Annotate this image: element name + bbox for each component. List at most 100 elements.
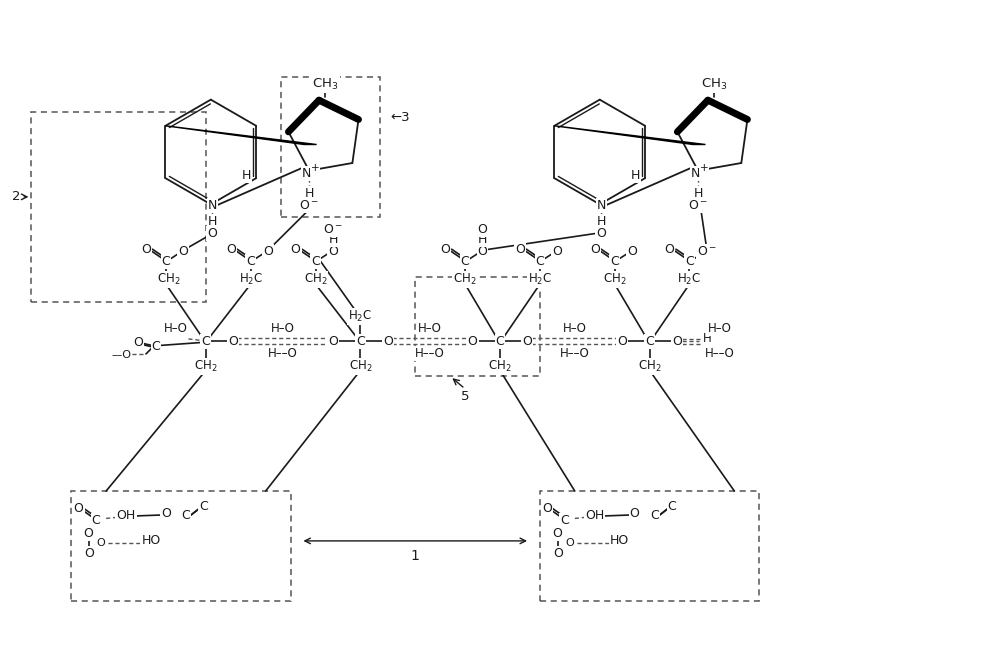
- Text: 2: 2: [12, 191, 21, 203]
- Text: O: O: [542, 502, 552, 515]
- Text: O: O: [161, 507, 171, 520]
- Text: O: O: [228, 335, 238, 348]
- Text: CH$_2$: CH$_2$: [194, 359, 218, 374]
- Polygon shape: [554, 126, 705, 144]
- Text: H––O: H––O: [415, 347, 445, 360]
- Text: O: O: [627, 246, 637, 258]
- Text: +: +: [700, 163, 708, 173]
- Text: HO: HO: [610, 534, 629, 547]
- Text: O: O: [74, 502, 84, 515]
- Text: C: C: [356, 335, 365, 348]
- Text: H–O: H–O: [563, 323, 587, 336]
- Text: O: O: [590, 243, 600, 256]
- Text: H: H: [304, 187, 314, 200]
- Text: HO: HO: [141, 534, 161, 547]
- Text: O: O: [565, 538, 574, 549]
- Text: H: H: [478, 232, 487, 246]
- Text: O: O: [515, 243, 525, 256]
- Text: H$_2$C: H$_2$C: [677, 272, 702, 287]
- Text: H: H: [703, 332, 711, 345]
- Text: OH: OH: [585, 509, 604, 522]
- Text: O: O: [596, 227, 606, 240]
- Text: C: C: [560, 515, 569, 528]
- Text: C: C: [92, 515, 100, 528]
- Text: C: C: [162, 255, 170, 268]
- Text: O$^-$: O$^-$: [299, 199, 319, 212]
- Text: CH$_2$: CH$_2$: [603, 272, 626, 287]
- Text: H–O: H–O: [418, 323, 442, 336]
- Text: H–O: H–O: [164, 323, 188, 336]
- Text: OH: OH: [116, 509, 136, 522]
- Text: O: O: [178, 246, 188, 258]
- Text: C: C: [461, 255, 469, 268]
- Bar: [540, 491, 759, 601]
- Text: C: C: [610, 255, 619, 268]
- Text: O: O: [478, 223, 487, 236]
- Text: C: C: [685, 255, 694, 268]
- Text: CH$_2$: CH$_2$: [453, 272, 477, 287]
- Bar: [415, 277, 540, 376]
- Text: H: H: [208, 215, 217, 229]
- Text: H: H: [630, 169, 640, 182]
- Bar: [71, 491, 291, 601]
- Text: H$_2$C: H$_2$C: [239, 272, 263, 287]
- Text: O: O: [672, 335, 682, 348]
- Bar: [281, 77, 380, 217]
- Text: H––O: H––O: [560, 347, 590, 360]
- Text: O: O: [84, 547, 94, 560]
- Text: O: O: [383, 335, 393, 348]
- Text: O: O: [134, 336, 143, 349]
- Text: CH$_2$: CH$_2$: [638, 359, 661, 374]
- Text: C: C: [496, 335, 504, 348]
- Text: C: C: [246, 255, 255, 268]
- Text: O: O: [553, 547, 563, 560]
- Text: N: N: [597, 199, 606, 212]
- Text: CH$_2$: CH$_2$: [157, 272, 180, 287]
- Text: N: N: [208, 199, 217, 212]
- Text: O$^-$: O$^-$: [323, 223, 343, 236]
- Text: CH$_3$: CH$_3$: [312, 77, 339, 92]
- Text: C: C: [650, 509, 659, 522]
- Text: O: O: [97, 538, 105, 549]
- Text: ←3: ←3: [390, 110, 410, 123]
- Text: O: O: [291, 243, 301, 256]
- Text: C: C: [152, 340, 160, 353]
- Text: O: O: [263, 246, 273, 258]
- Text: O: O: [522, 335, 532, 348]
- Text: C: C: [181, 509, 190, 522]
- Text: 1: 1: [411, 549, 420, 563]
- Text: H–O: H–O: [271, 323, 295, 336]
- Text: O: O: [141, 243, 151, 256]
- Text: O: O: [552, 246, 562, 258]
- Text: H: H: [597, 215, 606, 229]
- Text: H$_2$C: H$_2$C: [348, 309, 372, 324]
- Text: O$^-$: O$^-$: [697, 246, 717, 258]
- Text: C: C: [645, 335, 654, 348]
- Text: 5: 5: [461, 390, 469, 403]
- Text: O: O: [552, 527, 562, 540]
- Text: H$_2$C: H$_2$C: [528, 272, 552, 287]
- Text: O$^-$: O$^-$: [688, 199, 708, 212]
- Text: O: O: [468, 335, 478, 348]
- Text: CH$_2$: CH$_2$: [304, 272, 327, 287]
- Text: CH$_2$: CH$_2$: [488, 359, 512, 374]
- Text: O: O: [207, 227, 217, 240]
- Text: C: C: [536, 255, 544, 268]
- Text: O: O: [328, 335, 338, 348]
- Bar: [31, 112, 206, 302]
- Text: H–O: H–O: [707, 323, 731, 336]
- Polygon shape: [165, 126, 317, 144]
- Text: H––O: H––O: [268, 347, 298, 360]
- Text: CH$_3$: CH$_3$: [701, 77, 728, 92]
- Text: C: C: [311, 255, 320, 268]
- Text: O: O: [84, 527, 94, 540]
- Text: C: C: [199, 500, 208, 513]
- Text: N: N: [691, 167, 700, 180]
- Text: H: H: [328, 232, 338, 246]
- Text: O: O: [617, 335, 627, 348]
- Text: O: O: [328, 246, 338, 258]
- Text: O: O: [440, 243, 450, 256]
- Text: C: C: [201, 335, 210, 348]
- Text: C: C: [668, 500, 676, 513]
- Text: H––O: H––O: [705, 347, 734, 360]
